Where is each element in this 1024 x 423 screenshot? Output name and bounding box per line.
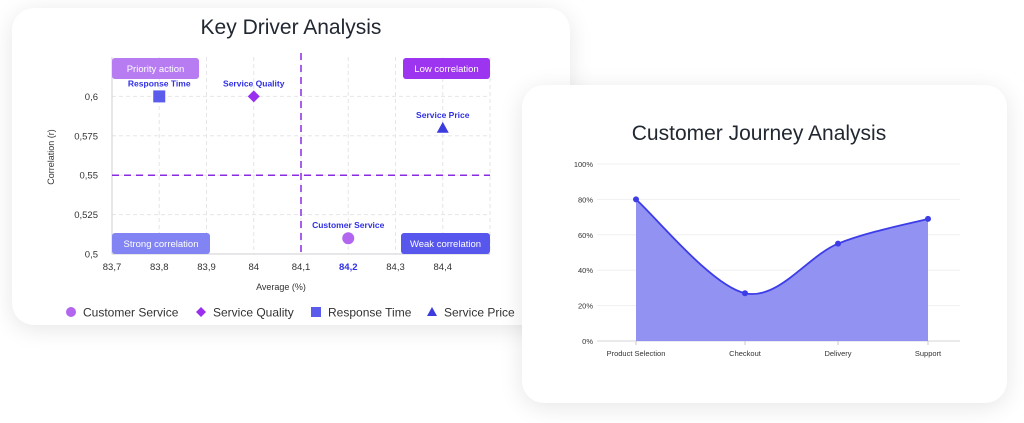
legend-diamond-icon: [196, 307, 206, 317]
point-label: Service Price: [416, 110, 470, 120]
x-tick-label: 84,4: [434, 262, 453, 273]
data-point: [925, 215, 931, 222]
legend-entry: Customer Service: [83, 306, 179, 320]
y-axis-label: Correlation (r): [46, 129, 56, 185]
x-tick-label: 84,3: [386, 262, 405, 273]
legend-triangle-icon: [427, 307, 437, 316]
point-label: Response Time: [128, 78, 191, 88]
y-tick-label: 20%: [578, 302, 593, 311]
x-tick-label: 83,7: [103, 262, 122, 273]
legend-square-icon: [311, 307, 321, 317]
journey-title: Customer Journey Analysis: [632, 122, 886, 145]
point-triangle: [436, 121, 449, 133]
area-line: [635, 198, 929, 295]
x-tick-label: 84,1: [292, 262, 311, 273]
x-tick-label: 84,2: [339, 262, 358, 273]
key-driver-title: Key Driver Analysis: [201, 16, 382, 39]
quadrant-badge: [401, 233, 490, 254]
y-tick-label: 0,575: [74, 131, 98, 142]
quadrant-label: Low correlation: [414, 64, 478, 75]
legend-circle-icon: [66, 307, 76, 317]
y-tick-label: 0,525: [74, 210, 98, 221]
quadrant-label: Priority action: [127, 64, 185, 75]
point-diamond: [247, 90, 260, 103]
legend-entry: Service Price: [444, 306, 515, 320]
quadrant-badge: [112, 58, 199, 79]
point-label: Customer Service: [312, 220, 385, 230]
x-tick-label: Support: [915, 349, 942, 358]
x-tick-label: 83,9: [197, 262, 216, 273]
x-tick-label: Product Selection: [607, 349, 666, 358]
x-tick-label: 84: [248, 262, 259, 273]
y-tick-label: 0,5: [85, 250, 98, 261]
y-tick-label: 40%: [578, 266, 593, 275]
point-label: Service Quality: [223, 78, 285, 88]
quadrant-badge: [112, 233, 210, 254]
data-point: [742, 290, 748, 297]
quadrant-label: Weak correlation: [410, 239, 481, 250]
y-tick-label: 0,6: [85, 92, 98, 103]
y-tick-label: 0%: [582, 337, 593, 346]
y-tick-label: 100%: [574, 160, 594, 169]
x-tick-label: Delivery: [824, 349, 851, 358]
point-circle: [342, 232, 355, 245]
y-tick-label: 0,55: [80, 171, 99, 182]
quadrant-badge: [403, 58, 490, 79]
x-tick-label: 83,8: [150, 262, 169, 273]
legend-entry: Response Time: [328, 306, 412, 320]
x-tick-label: Checkout: [729, 349, 762, 358]
data-point: [633, 196, 639, 203]
y-tick-label: 60%: [578, 231, 593, 240]
point-square: [153, 90, 166, 103]
y-tick-label: 80%: [578, 195, 593, 204]
quadrant-label: Strong correlation: [124, 239, 199, 250]
legend-entry: Service Quality: [213, 306, 294, 320]
data-point: [835, 240, 841, 247]
x-axis-label: Average (%): [256, 282, 306, 292]
area-fill: [636, 199, 928, 341]
